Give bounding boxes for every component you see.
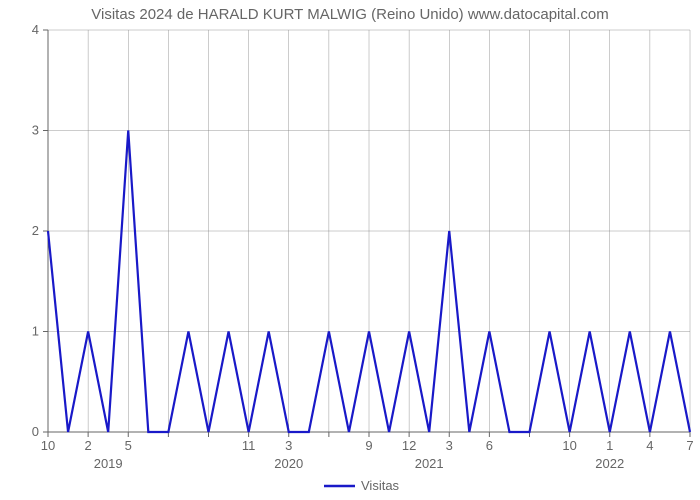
svg-text:2020: 2020 — [274, 456, 303, 471]
svg-text:2: 2 — [32, 223, 39, 238]
svg-text:2019: 2019 — [94, 456, 123, 471]
svg-text:1: 1 — [32, 324, 39, 339]
svg-text:Visitas: Visitas — [361, 478, 400, 493]
svg-text:7: 7 — [686, 438, 693, 453]
svg-text:1: 1 — [606, 438, 613, 453]
chart-svg: 01234102511391236101472019202020212022Vi… — [0, 0, 700, 500]
svg-text:2021: 2021 — [415, 456, 444, 471]
svg-text:2: 2 — [85, 438, 92, 453]
svg-text:12: 12 — [402, 438, 416, 453]
svg-text:11: 11 — [242, 438, 256, 453]
svg-text:3: 3 — [446, 438, 453, 453]
svg-text:4: 4 — [646, 438, 653, 453]
svg-text:0: 0 — [32, 424, 39, 439]
svg-text:9: 9 — [365, 438, 372, 453]
svg-text:2022: 2022 — [595, 456, 624, 471]
svg-text:5: 5 — [125, 438, 132, 453]
svg-text:6: 6 — [486, 438, 493, 453]
svg-text:10: 10 — [562, 438, 576, 453]
svg-text:10: 10 — [41, 438, 55, 453]
svg-text:4: 4 — [32, 22, 39, 37]
svg-text:3: 3 — [32, 123, 39, 138]
svg-text:3: 3 — [285, 438, 292, 453]
visits-chart: Visitas 2024 de HARALD KURT MALWIG (Rein… — [0, 0, 700, 500]
